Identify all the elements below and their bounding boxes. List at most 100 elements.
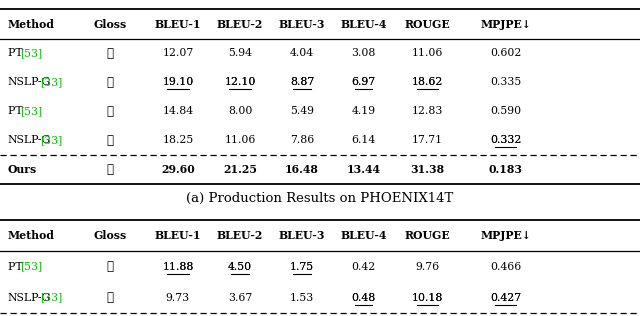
Text: 0.332: 0.332 — [0, 315, 1, 316]
Text: 6.97: 6.97 — [0, 315, 1, 316]
Text: 19.10: 19.10 — [163, 77, 193, 87]
Text: 1.75: 1.75 — [290, 262, 314, 272]
Text: MPJPE↓: MPJPE↓ — [480, 230, 531, 241]
Text: [53]: [53] — [20, 48, 43, 58]
Text: 11.06: 11.06 — [224, 135, 256, 145]
Text: ✗: ✗ — [107, 163, 113, 176]
Text: 1.75: 1.75 — [290, 262, 314, 272]
Text: 8.00: 8.00 — [228, 106, 252, 116]
Text: 0.427: 0.427 — [490, 293, 521, 303]
Text: MPJPE↓: MPJPE↓ — [480, 19, 531, 29]
Text: 0.332: 0.332 — [490, 135, 522, 145]
Text: BLEU-3: BLEU-3 — [279, 19, 325, 29]
Text: 18.25: 18.25 — [163, 135, 193, 145]
Text: 6.97: 6.97 — [351, 77, 376, 87]
Text: [53]: [53] — [20, 262, 43, 272]
Text: 6.14: 6.14 — [351, 135, 376, 145]
Text: 5.49: 5.49 — [290, 106, 314, 116]
Text: [33]: [33] — [40, 293, 62, 303]
Text: 21.25: 21.25 — [223, 164, 257, 175]
Text: BLEU-4: BLEU-4 — [340, 230, 387, 241]
Text: 0.590: 0.590 — [490, 106, 521, 116]
Text: 4.19: 4.19 — [351, 106, 376, 116]
Text: 7.86: 7.86 — [290, 135, 314, 145]
Text: 0.427: 0.427 — [0, 315, 1, 316]
Text: NSLP-G: NSLP-G — [8, 135, 51, 145]
Text: BLEU-1: BLEU-1 — [155, 19, 201, 29]
Text: 18.62: 18.62 — [0, 315, 1, 316]
Text: 12.10: 12.10 — [0, 315, 1, 316]
Text: 4.50: 4.50 — [228, 262, 252, 272]
Text: Method: Method — [8, 230, 54, 241]
Text: 11.88: 11.88 — [0, 315, 1, 316]
Text: BLEU-1: BLEU-1 — [155, 230, 201, 241]
Text: 8.87: 8.87 — [0, 315, 1, 316]
Text: [33]: [33] — [40, 77, 62, 87]
Text: ✗: ✗ — [107, 46, 113, 60]
Text: 0.602: 0.602 — [490, 48, 522, 58]
Text: Gloss: Gloss — [93, 230, 127, 241]
Text: 1.53: 1.53 — [290, 293, 314, 303]
Text: 12.10: 12.10 — [224, 77, 256, 87]
Text: 19.10: 19.10 — [163, 77, 193, 87]
Text: 12.07: 12.07 — [163, 48, 193, 58]
Text: ✓: ✓ — [107, 134, 113, 147]
Text: 11.88: 11.88 — [162, 262, 194, 272]
Text: 16.48: 16.48 — [285, 164, 319, 175]
Text: PT: PT — [8, 262, 26, 272]
Text: NSLP-G: NSLP-G — [8, 77, 51, 87]
Text: PT: PT — [8, 106, 26, 116]
Text: 29.60: 29.60 — [161, 164, 195, 175]
Text: Gloss: Gloss — [93, 19, 127, 29]
Text: BLEU-2: BLEU-2 — [217, 230, 263, 241]
Text: 10.18: 10.18 — [0, 315, 1, 316]
Text: 11.06: 11.06 — [412, 48, 444, 58]
Text: 10.18: 10.18 — [412, 293, 444, 303]
Text: PT: PT — [8, 48, 26, 58]
Text: 12.83: 12.83 — [412, 106, 444, 116]
Text: 0.48: 0.48 — [351, 293, 376, 303]
Text: 3.67: 3.67 — [228, 293, 252, 303]
Text: 10.18: 10.18 — [412, 293, 444, 303]
Text: 14.84: 14.84 — [163, 106, 193, 116]
Text: 31.38: 31.38 — [410, 164, 445, 175]
Text: 0.48: 0.48 — [351, 293, 376, 303]
Text: ✓: ✓ — [107, 105, 113, 118]
Text: ✗: ✗ — [107, 260, 113, 273]
Text: 0.335: 0.335 — [490, 77, 521, 87]
Text: 0.183: 0.183 — [488, 164, 523, 175]
Text: ✗: ✗ — [107, 76, 113, 89]
Text: 3.08: 3.08 — [351, 48, 376, 58]
Text: 0.42: 0.42 — [351, 262, 376, 272]
Text: 17.71: 17.71 — [412, 135, 443, 145]
Text: ROUGE: ROUGE — [404, 230, 451, 241]
Text: 0.48: 0.48 — [0, 315, 1, 316]
Text: ✗: ✗ — [107, 291, 113, 304]
Text: ROUGE: ROUGE — [404, 19, 451, 29]
Text: BLEU-3: BLEU-3 — [279, 230, 325, 241]
Text: BLEU-4: BLEU-4 — [340, 19, 387, 29]
Text: 0.427: 0.427 — [490, 293, 521, 303]
Text: 1.75: 1.75 — [0, 315, 1, 316]
Text: [33]: [33] — [40, 135, 62, 145]
Text: 11.88: 11.88 — [162, 262, 194, 272]
Text: 0.466: 0.466 — [490, 262, 521, 272]
Text: 12.10: 12.10 — [224, 77, 256, 87]
Text: NSLP-G: NSLP-G — [8, 293, 51, 303]
Text: 9.73: 9.73 — [166, 293, 190, 303]
Text: 8.87: 8.87 — [290, 77, 314, 87]
Text: 4.50: 4.50 — [0, 315, 1, 316]
Text: 13.44: 13.44 — [346, 164, 381, 175]
Text: 6.97: 6.97 — [351, 77, 376, 87]
Text: 8.87: 8.87 — [290, 77, 314, 87]
Text: 18.62: 18.62 — [412, 77, 444, 87]
Text: 4.04: 4.04 — [290, 48, 314, 58]
Text: 4.50: 4.50 — [228, 262, 252, 272]
Text: 5.94: 5.94 — [228, 48, 252, 58]
Text: [53]: [53] — [20, 106, 43, 116]
Text: 19.10: 19.10 — [0, 315, 1, 316]
Text: 0.332: 0.332 — [490, 135, 522, 145]
Text: 18.62: 18.62 — [412, 77, 444, 87]
Text: (a) Production Results on PHOENIX14T: (a) Production Results on PHOENIX14T — [186, 191, 454, 205]
Text: Method: Method — [8, 19, 54, 29]
